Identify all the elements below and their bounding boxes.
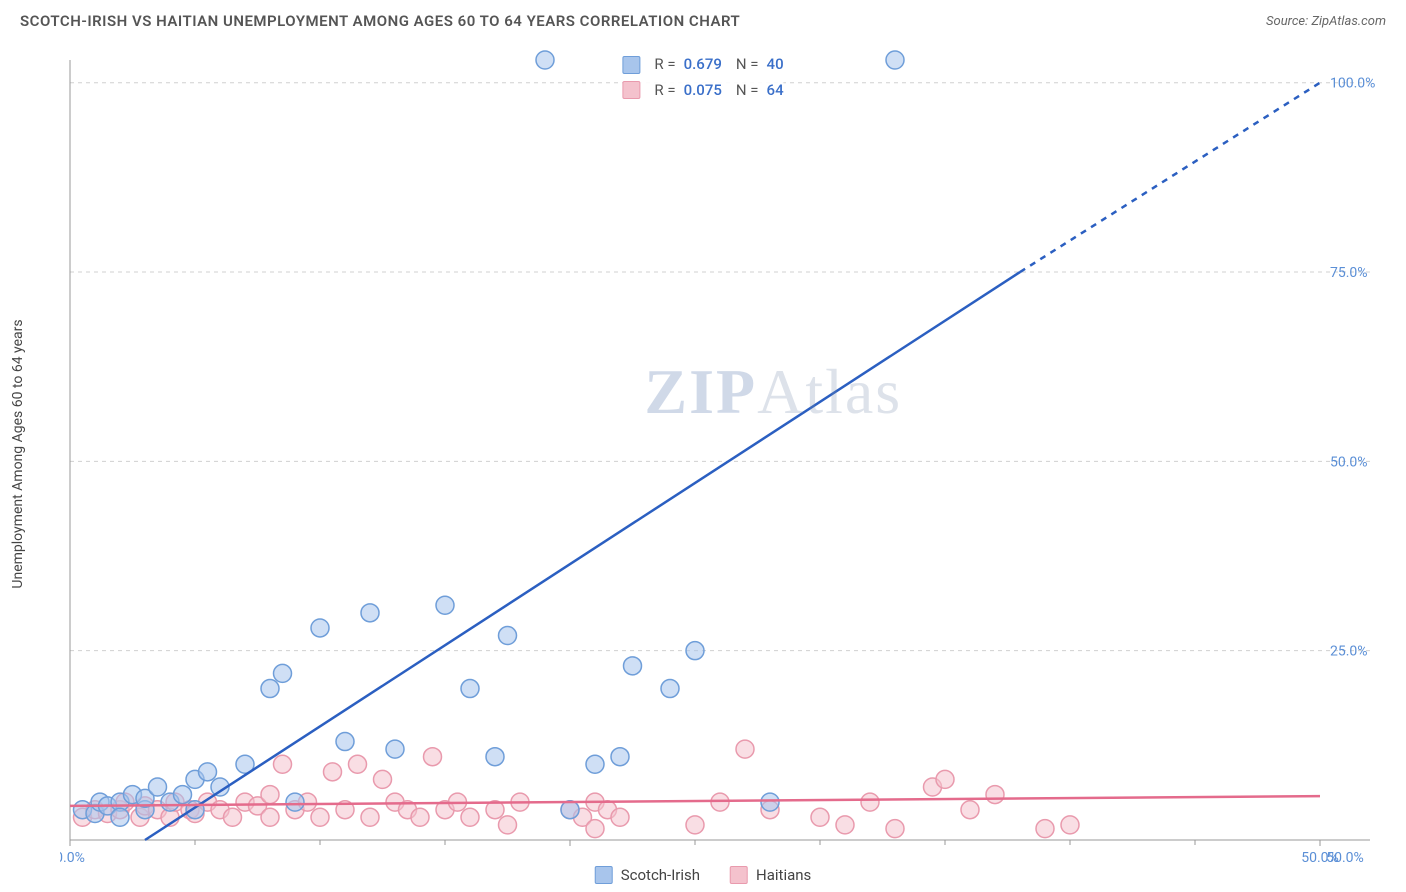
data-point (536, 51, 554, 69)
data-point (224, 808, 242, 826)
data-point (736, 740, 754, 758)
data-point (461, 808, 479, 826)
swatch-scotch-irish (622, 56, 640, 74)
swatch-scotch-irish (595, 866, 613, 884)
data-point (1061, 816, 1079, 834)
data-point (424, 748, 442, 766)
svg-text:100.0%: 100.0% (1330, 76, 1375, 92)
svg-text:25.0%: 25.0% (1330, 644, 1368, 660)
data-point (686, 642, 704, 660)
svg-text:50.0%: 50.0% (1326, 850, 1364, 862)
y-axis-label: Unemployment Among Ages 60 to 64 years (10, 319, 26, 588)
data-point (499, 627, 517, 645)
data-point (386, 740, 404, 758)
data-point (274, 664, 292, 682)
data-point (261, 786, 279, 804)
scatter-chart: 25.0%50.0%75.0%100.0%0.0%50.0%50.0% (60, 50, 1386, 862)
data-point (711, 793, 729, 811)
swatch-haitians (730, 866, 748, 884)
data-point (686, 816, 704, 834)
data-point (586, 820, 604, 838)
legend-row-haitians: R = 0.075 N = 64 (622, 78, 783, 104)
data-point (836, 816, 854, 834)
series-legend: Scotch-Irish Haitians (595, 866, 812, 884)
chart-area: 25.0%50.0%75.0%100.0%0.0%50.0%50.0% (60, 50, 1386, 862)
data-point (886, 51, 904, 69)
data-point (861, 793, 879, 811)
data-point (811, 808, 829, 826)
correlation-legend: R = 0.679 N = 40 R = 0.075 N = 64 (622, 52, 783, 103)
data-point (336, 733, 354, 751)
data-point (361, 604, 379, 622)
data-point (374, 770, 392, 788)
trend-line-extrapolation (1020, 83, 1320, 272)
data-point (486, 748, 504, 766)
legend-item-haitians: Haitians (730, 866, 811, 884)
trend-line (145, 272, 1020, 840)
data-point (499, 816, 517, 834)
data-point (174, 786, 192, 804)
svg-text:50.0%: 50.0% (1330, 454, 1368, 470)
data-point (311, 619, 329, 637)
svg-text:75.0%: 75.0% (1330, 265, 1368, 281)
data-point (661, 680, 679, 698)
legend-row-scotch-irish: R = 0.679 N = 40 (622, 52, 783, 78)
data-point (1036, 820, 1054, 838)
legend-item-scotch-irish: Scotch-Irish (595, 866, 700, 884)
data-point (886, 820, 904, 838)
data-point (624, 657, 642, 675)
data-point (311, 808, 329, 826)
data-point (936, 770, 954, 788)
svg-text:0.0%: 0.0% (60, 850, 85, 862)
data-point (561, 801, 579, 819)
data-point (111, 808, 129, 826)
data-point (149, 778, 167, 796)
data-point (199, 763, 217, 781)
chart-source: Source: ZipAtlas.com (1266, 14, 1386, 29)
data-point (461, 680, 479, 698)
chart-header: SCOTCH-IRISH VS HAITIAN UNEMPLOYMENT AMO… (0, 0, 1406, 38)
data-point (961, 801, 979, 819)
data-point (286, 793, 304, 811)
data-point (274, 755, 292, 773)
swatch-haitians (622, 81, 640, 99)
data-point (986, 786, 1004, 804)
data-point (361, 808, 379, 826)
data-point (261, 808, 279, 826)
data-point (349, 755, 367, 773)
data-point (586, 755, 604, 773)
data-point (411, 808, 429, 826)
data-point (324, 763, 342, 781)
data-point (436, 596, 454, 614)
data-point (611, 748, 629, 766)
data-point (611, 808, 629, 826)
data-point (261, 680, 279, 698)
data-point (761, 793, 779, 811)
chart-title: SCOTCH-IRISH VS HAITIAN UNEMPLOYMENT AMO… (20, 12, 740, 30)
